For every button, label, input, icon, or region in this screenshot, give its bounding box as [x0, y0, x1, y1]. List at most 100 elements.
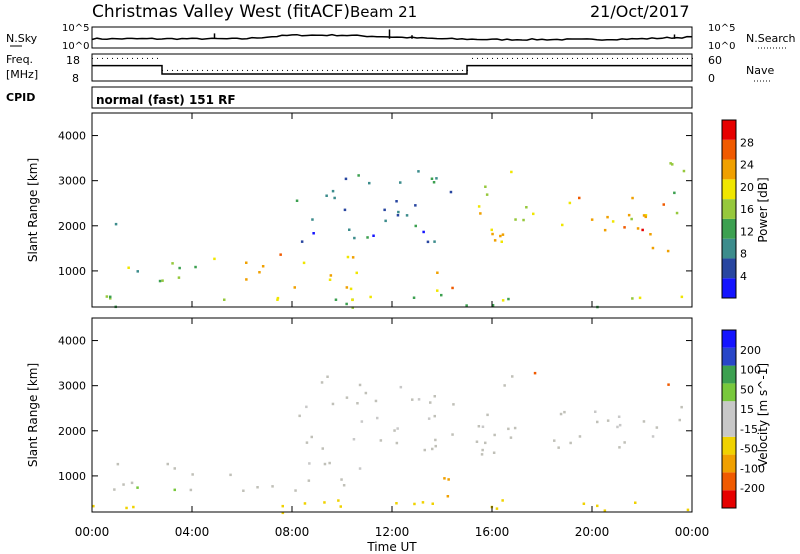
colorbar-cell — [722, 490, 736, 508]
nave-dot — [532, 57, 533, 59]
scatter-cell — [559, 412, 563, 416]
scatter-cell — [342, 484, 346, 487]
scatter-cell — [321, 447, 324, 450]
scatter-cell — [449, 190, 453, 194]
scatter-cell — [337, 499, 340, 502]
scatter-cell — [357, 174, 360, 177]
nave-dot — [457, 69, 458, 71]
scatter-cell — [443, 477, 446, 480]
scatter-cell — [475, 440, 479, 443]
nave-dot — [427, 69, 428, 71]
nave-dot — [567, 57, 568, 59]
nave-dot — [267, 69, 268, 71]
nave-dot — [537, 57, 538, 59]
scatter-cell — [641, 228, 644, 232]
scatter-cell — [352, 438, 356, 441]
nave-dot — [197, 69, 198, 71]
freq-left-label-2: [MHz] — [6, 68, 38, 81]
nave-series — [92, 57, 693, 71]
nave-tick-bottom: 0 — [708, 72, 715, 85]
nave-dot — [187, 69, 188, 71]
nave-dot — [317, 69, 318, 71]
scatter-cell — [303, 502, 307, 505]
scatter-cell — [606, 419, 610, 422]
scatter-cell — [348, 228, 351, 231]
scatter-cell — [485, 193, 489, 196]
scatter-cell — [421, 501, 425, 504]
scatter-cell — [245, 261, 248, 264]
colorbar-cell — [722, 419, 736, 437]
nave-dot — [562, 57, 563, 59]
y-tick-label: 2000 — [58, 220, 86, 233]
nave-dot — [182, 69, 183, 71]
scatter-cell — [325, 194, 328, 197]
colorbar-tick-label: 200 — [740, 344, 761, 357]
nave-dot — [517, 57, 518, 59]
nave-dot — [552, 57, 553, 59]
scatter-cell — [191, 473, 194, 476]
scatter-cell — [300, 240, 304, 243]
scatter-cell — [245, 278, 248, 281]
scatter-cell — [109, 295, 112, 299]
scatter-cell — [395, 200, 398, 203]
nave-dot — [272, 69, 273, 71]
colorbar-cell — [722, 120, 736, 140]
scatter-cell — [113, 488, 116, 491]
scatter-cell — [491, 304, 495, 307]
scatter-cell — [132, 505, 135, 509]
scatter-cell — [396, 427, 399, 430]
scatter-cell — [345, 396, 349, 399]
nave-dot — [652, 57, 653, 59]
scatter-cell — [166, 462, 169, 466]
scatter-cell — [384, 219, 387, 223]
scatter-cell — [617, 415, 621, 418]
nave-dot — [592, 57, 593, 59]
scatter-cell — [422, 230, 425, 234]
scatter-cell — [501, 499, 504, 502]
scatter-cell — [510, 170, 513, 174]
freq-panel-frame — [91, 53, 693, 82]
scatter-cell — [429, 401, 432, 404]
colorbar-cell — [722, 383, 736, 402]
velocity-colorbar: -200 -100 -50 -15 15 50 100 200 — [721, 329, 765, 509]
nave-dot — [477, 57, 478, 59]
nave-dot — [332, 69, 333, 71]
nave-dot — [347, 69, 348, 71]
y-tick-label: 1000 — [58, 265, 86, 278]
nave-dot — [277, 69, 278, 71]
scatter-cell — [311, 218, 314, 221]
scatter-cell — [426, 240, 430, 244]
scatter-cell — [171, 262, 174, 265]
noise-right-tick-top: 10^5 — [708, 23, 735, 34]
scatter-cell — [276, 296, 280, 300]
scatter-cell — [326, 375, 329, 378]
nave-dot — [557, 57, 558, 59]
scatter-cell — [477, 425, 481, 428]
scatter-cell — [116, 462, 120, 466]
colorbar-tick-label: -200 — [740, 482, 765, 495]
scatter-cell — [114, 222, 118, 226]
scatter-cell — [293, 286, 296, 289]
scatter-cell — [302, 261, 306, 265]
colorbar-cell — [722, 330, 736, 348]
scatter-cell — [486, 413, 489, 417]
nave-dot — [152, 57, 153, 59]
x-tick-label: 20:00 — [575, 525, 610, 539]
scatter-cell — [323, 501, 326, 504]
nave-dot — [227, 69, 228, 71]
scatter-cell — [136, 486, 139, 489]
power-y-label: Slant Range [km] — [26, 158, 40, 262]
scatter-cell — [417, 398, 421, 401]
scatter-cell — [358, 467, 362, 470]
x-tick-label: 04:00 — [175, 525, 210, 539]
colorbar-tick-label: -100 — [740, 462, 765, 475]
nave-dot — [137, 57, 138, 59]
nave-dot — [622, 57, 623, 59]
nave-dot — [587, 57, 588, 59]
scatter-cell — [242, 489, 245, 492]
scatter-cell — [295, 199, 299, 202]
scatter-cell — [189, 488, 193, 492]
scatter-cell — [557, 446, 560, 449]
colorbar-tick-label: 28 — [740, 136, 754, 149]
colorbar-tick-label: 16 — [740, 203, 754, 216]
